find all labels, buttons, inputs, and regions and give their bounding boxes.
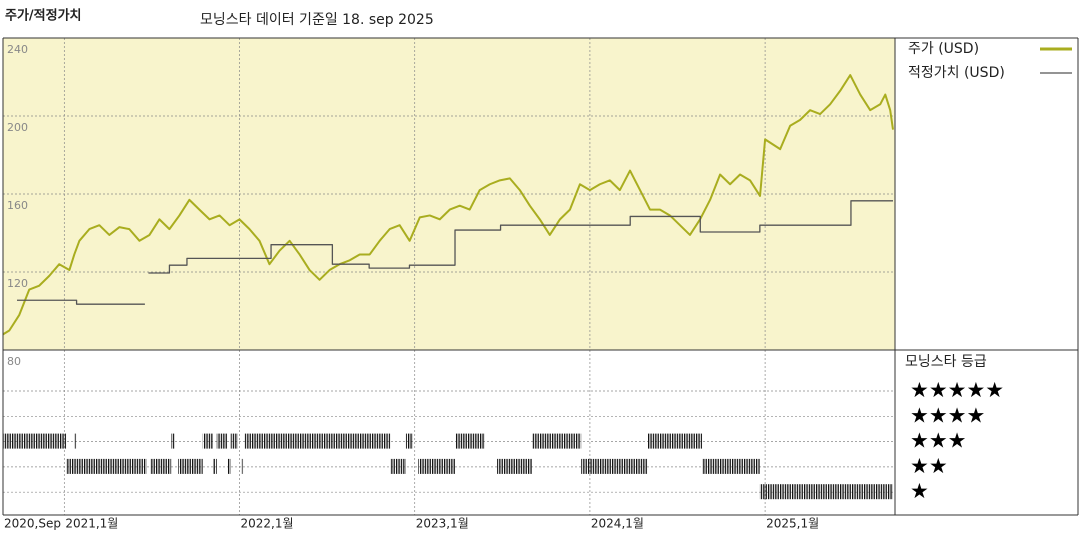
rating-bar (3, 433, 67, 449)
rating-bar (759, 484, 893, 500)
x-tick-label: 2021,1월 (65, 517, 118, 531)
x-tick-label: 2024,1월 (591, 517, 644, 531)
rating-level: ★★ (910, 454, 948, 478)
legend-label: 적정가치 (USD) (908, 65, 1005, 81)
x-tick-label: 2022,1월 (241, 517, 294, 531)
x-tick-label: 2023,1월 (416, 517, 469, 531)
rating-bar (497, 458, 533, 474)
rating-bar (390, 458, 406, 474)
marks (2, 74, 894, 500)
series-line (2, 74, 894, 336)
rating-bar (202, 433, 214, 449)
rating-bar (647, 433, 703, 449)
rating-title: 모닝스타 등급 (905, 354, 987, 370)
rating-bar (532, 433, 582, 449)
rating-bar (418, 458, 456, 474)
chart-subtitle: 모닝스타 데이터 기준일 18. sep 2025 (200, 12, 434, 28)
rating-bar (150, 458, 172, 474)
rating-bar (66, 458, 147, 474)
rating-bar (702, 458, 760, 474)
rating-bar (455, 433, 485, 449)
legend-label: 주가 (USD) (908, 41, 979, 57)
y-tick-label: 80 (7, 355, 21, 368)
rating-bar (178, 458, 203, 474)
x-tick-label: 2020,Sep (4, 517, 61, 531)
rating-bar (230, 433, 238, 449)
rating-level: ★ (910, 479, 929, 503)
x-tick-label: 2025,1월 (766, 517, 819, 531)
rating-bar (405, 433, 413, 449)
series-line (17, 200, 893, 305)
y-tick-label: 160 (7, 199, 28, 212)
rating-level: ★★★★★ (910, 378, 1004, 402)
rating-bar (244, 433, 391, 449)
chart-title: 주가/적정가치 (5, 8, 82, 24)
y-tick-label: 240 (7, 43, 28, 56)
rating-bar (216, 433, 228, 449)
rating-level: ★★★ (910, 429, 966, 453)
y-tick-label: 120 (7, 277, 28, 290)
rating-bar (171, 433, 175, 449)
y-tick-label: 200 (7, 121, 28, 134)
rating-bar (213, 458, 217, 474)
rating-bar (581, 458, 648, 474)
rating-bar (241, 458, 244, 474)
rating-bar (227, 458, 231, 474)
rating-bar (74, 433, 77, 449)
rating-level: ★★★★ (910, 403, 985, 427)
